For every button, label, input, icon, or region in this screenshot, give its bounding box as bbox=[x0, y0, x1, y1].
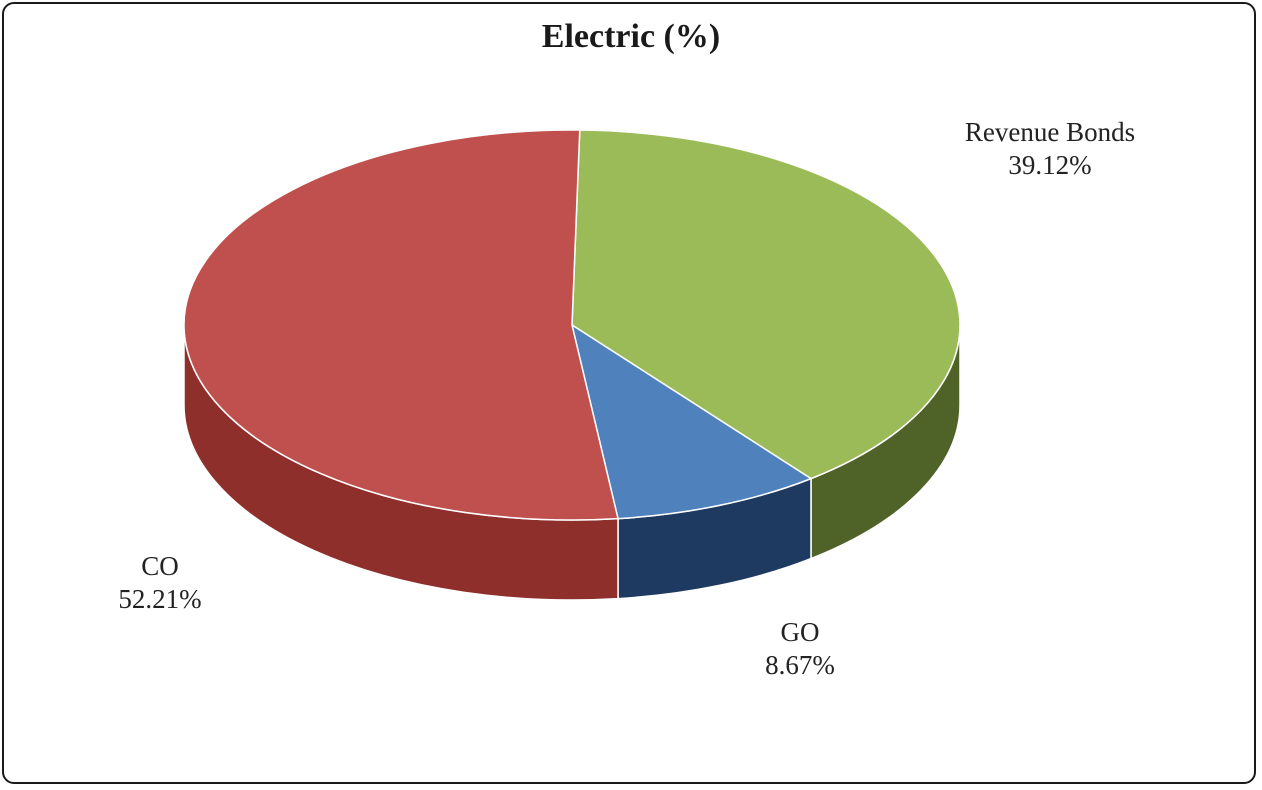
slice-name: CO bbox=[141, 551, 179, 581]
slice-value: 39.12% bbox=[1008, 150, 1092, 180]
pie-slice-co bbox=[183, 129, 619, 521]
slice-label-co: CO 52.21% bbox=[90, 550, 230, 616]
slice-label-go: GO 8.67% bbox=[730, 616, 870, 682]
slice-name: GO bbox=[780, 617, 820, 647]
chart-title: Electric (%) bbox=[541, 18, 721, 55]
pie-slice-go bbox=[571, 324, 812, 520]
pie-slice-revenue-bonds bbox=[571, 129, 961, 480]
slice-value: 52.21% bbox=[118, 584, 202, 614]
slice-value: 8.67% bbox=[765, 650, 835, 680]
slice-label-revenue-bonds: Revenue Bonds 39.12% bbox=[930, 116, 1170, 182]
slice-name: Revenue Bonds bbox=[964, 117, 1136, 147]
